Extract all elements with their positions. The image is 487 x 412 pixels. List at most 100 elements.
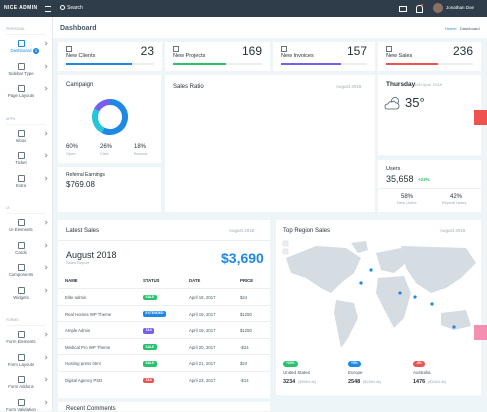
sidebar-section: FORMS — [6, 318, 19, 322]
menu-item[interactable]: Extra — [15, 182, 27, 188]
cell-name: Digital Agency PSD — [65, 378, 103, 383]
menu-badge: 3 — [33, 48, 39, 54]
region-count: 2548 — [348, 379, 361, 385]
menu-icon[interactable] — [18, 241, 25, 249]
users-stat-label: New Users — [397, 200, 417, 205]
row-divider — [58, 337, 270, 339]
region-amount: ($1564.4k) — [428, 380, 447, 384]
avatar[interactable] — [433, 3, 443, 13]
weather-icon — [384, 97, 400, 110]
cell-date: April 20, 2017 — [189, 344, 216, 350]
menu-icon[interactable] — [18, 331, 25, 338]
stat-card — [273, 42, 375, 71]
card-title: Campaign — [66, 82, 94, 88]
menu-item[interactable]: Form Layouts — [7, 361, 35, 367]
menu-icon[interactable] — [18, 62, 25, 70]
settings-tab[interactable] — [474, 110, 487, 125]
menu-item[interactable]: Sidebar Type — [8, 70, 34, 76]
menu-icon[interactable] — [18, 40, 25, 47]
search-icon[interactable] — [60, 5, 65, 10]
menu-item[interactable]: Inbox — [15, 137, 27, 143]
menu-item[interactable]: UI Elements — [9, 227, 33, 232]
row-divider — [58, 304, 270, 306]
report-label: Sales Report — [66, 260, 90, 265]
cell-date: April 21, 2017 — [189, 361, 216, 367]
stat-icon — [173, 46, 179, 52]
period-select[interactable]: August 2018 — [336, 84, 362, 89]
donut-segment — [101, 99, 128, 135]
side-tab[interactable] — [474, 325, 487, 340]
row-divider — [58, 354, 270, 356]
menu-icon[interactable] — [18, 264, 25, 271]
divider — [378, 188, 481, 189]
card-title: Users — [386, 166, 401, 172]
menu-item[interactable]: Dashboard — [10, 48, 32, 53]
breadcrumb[interactable]: Home — [445, 26, 456, 31]
notify-dot — [421, 4, 423, 6]
user-name[interactable]: Jonathan Doe — [446, 5, 475, 10]
users-stat-value: 42% — [450, 194, 463, 200]
stat-value: 23 — [140, 44, 154, 58]
region-badge: -3% — [413, 361, 425, 367]
section-line — [6, 213, 46, 214]
stat-card — [165, 42, 270, 71]
table-header: PRICE — [240, 278, 254, 283]
stat-value: 169 — [241, 44, 262, 58]
region-badge: +5% — [348, 361, 361, 367]
latest-sales-card — [58, 220, 270, 398]
referral-card — [58, 167, 161, 212]
menu-item[interactable]: Page Layouts — [7, 93, 35, 98]
cell-price: -$24 — [240, 344, 249, 350]
menu-icon[interactable] — [18, 376, 25, 383]
menu-item[interactable]: Form Elements — [6, 339, 36, 344]
stat-label: New Invoices — [281, 53, 314, 59]
row-divider — [58, 288, 270, 289]
menu-item[interactable]: Form Addons — [8, 384, 34, 389]
menu-item[interactable]: Cards — [15, 249, 27, 255]
menu-item[interactable]: Widgets — [13, 294, 29, 300]
users-stat-value: 58% — [401, 194, 414, 200]
menu-icon[interactable] — [18, 398, 25, 406]
table-header: STATUS — [143, 278, 160, 283]
row-divider — [58, 321, 270, 323]
menu-icon[interactable] — [18, 129, 25, 137]
bell-icon[interactable] — [416, 5, 423, 13]
campaign-value: 26% — [100, 144, 113, 150]
status-badge: SALE — [143, 294, 157, 301]
period-select[interactable]: August 2018 — [229, 228, 255, 233]
section-line — [6, 325, 46, 326]
region-amount: ($3564.4k) — [298, 380, 317, 384]
donut-segment — [94, 99, 111, 112]
menu-icon[interactable] — [18, 152, 25, 159]
cell-price: -$14 — [240, 378, 249, 383]
status-badge: TAX — [143, 327, 155, 334]
campaign-label: Open — [66, 151, 76, 156]
menu-toggle[interactable] — [45, 6, 51, 12]
region-name: United States — [283, 370, 311, 375]
menu-item[interactable]: Form Validation — [6, 406, 36, 412]
progress-bar — [173, 63, 227, 65]
status-badge: SALE — [143, 360, 157, 367]
cell-date: April 19, 2017 — [189, 328, 216, 334]
campaign-card — [58, 75, 161, 163]
users-stat-label: Repeat Users — [442, 200, 467, 205]
menu-icon[interactable] — [18, 353, 25, 361]
table-header: DATE — [189, 278, 201, 283]
menu-icon[interactable] — [18, 286, 25, 294]
status-badge: SALE — [143, 344, 157, 351]
menu-item[interactable]: Components — [8, 272, 34, 277]
progress-bar — [386, 63, 439, 65]
logo[interactable]: NICE ADMIN — [4, 5, 38, 11]
menu-icon[interactable] — [18, 174, 25, 182]
mail-icon[interactable] — [399, 6, 407, 12]
stat-value: 157 — [346, 44, 367, 58]
menu-item[interactable]: Ticket — [15, 160, 27, 165]
row-divider — [58, 371, 270, 372]
menu-icon[interactable] — [18, 85, 25, 92]
search[interactable]: Search — [67, 5, 83, 11]
period-select[interactable]: August 2018 — [440, 228, 466, 233]
divider — [58, 240, 270, 241]
menu-icon[interactable] — [18, 219, 25, 226]
stat-icon — [281, 46, 287, 52]
cell-name: Real Homes WP Theme — [65, 311, 112, 317]
